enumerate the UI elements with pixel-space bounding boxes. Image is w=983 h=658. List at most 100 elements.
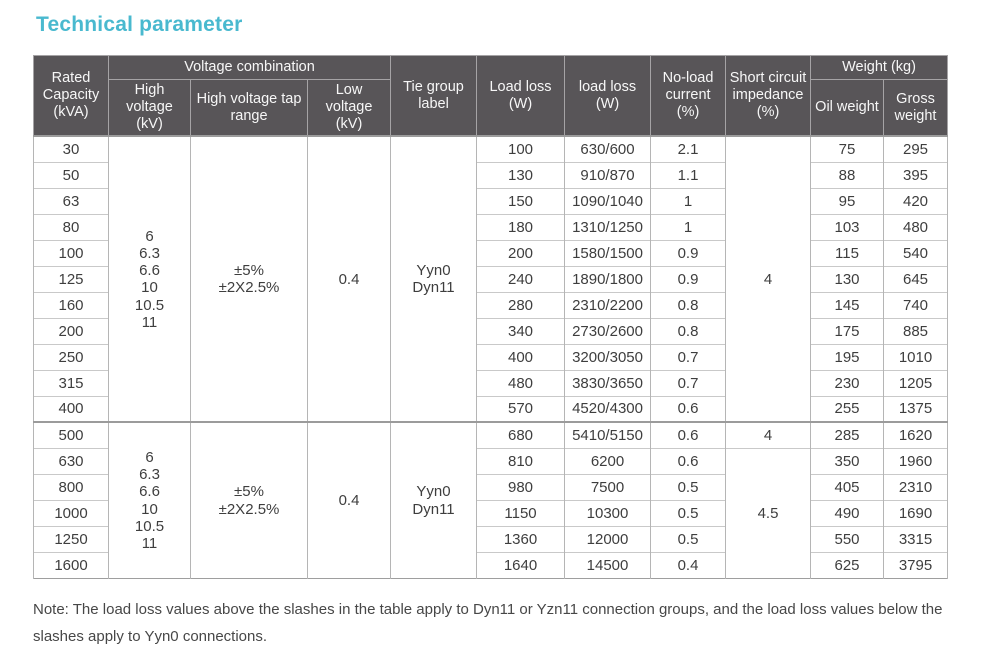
cell-load-loss2: 1890/1800 <box>564 265 652 293</box>
cell-rated-capacity: 80 <box>33 213 109 241</box>
table-row: 160 280 2310/2200 0.8 145 740 <box>33 291 949 319</box>
cell-gross-weight: 885 <box>883 317 949 345</box>
cell-oil-weight: 490 <box>810 499 885 527</box>
cell-no-load-current: 0.6 <box>650 447 727 475</box>
cell-load-loss: 570 <box>476 395 566 423</box>
cell-no-load-current: 0.6 <box>650 395 727 423</box>
cell-rated-capacity: 1250 <box>33 525 109 553</box>
cell-oil-weight: 95 <box>810 187 885 215</box>
cell-short-circuit-impedance: 4.5 <box>725 447 812 579</box>
cell-no-load-current: 1 <box>650 213 727 241</box>
cell-gross-weight: 1205 <box>883 369 949 397</box>
cell-gross-weight: 2310 <box>883 473 949 501</box>
cell-hv-tap-range: ±5% ±2X2.5% <box>190 421 308 579</box>
table-row: 1600 1640 14500 0.4 625 3795 <box>33 551 949 579</box>
cell-load-loss: 150 <box>476 187 566 215</box>
header-gross-weight: Gross weight <box>883 79 949 137</box>
cell-rated-capacity: 250 <box>33 343 109 371</box>
cell-load-loss: 180 <box>476 213 566 241</box>
cell-load-loss2: 2310/2200 <box>564 291 652 319</box>
header-tie-group: Tie group label <box>390 55 478 137</box>
cell-rated-capacity: 500 <box>33 421 109 449</box>
cell-gross-weight: 1375 <box>883 395 949 423</box>
table-row: 125 240 1890/1800 0.9 130 645 <box>33 265 949 293</box>
cell-load-loss: 980 <box>476 473 566 501</box>
cell-load-loss: 240 <box>476 265 566 293</box>
cell-load-loss2: 3830/3650 <box>564 369 652 397</box>
cell-rated-capacity: 50 <box>33 161 109 189</box>
cell-gross-weight: 395 <box>883 161 949 189</box>
cell-gross-weight: 1010 <box>883 343 949 371</box>
cell-load-loss2: 7500 <box>564 473 652 501</box>
technical-parameter-table: Rated Capacity (kVA) Voltage combination… <box>33 55 949 579</box>
cell-no-load-current: 0.5 <box>650 499 727 527</box>
cell-tie-group: Yyn0 Dyn11 <box>390 135 478 423</box>
table-body: 30 6 6.3 6.6 10 10.5 11 ±5% ±2X2.5% 0.4 Yyn0… <box>33 135 949 579</box>
cell-load-loss2: 10300 <box>564 499 652 527</box>
cell-oil-weight: 285 <box>810 421 885 449</box>
cell-load-loss2: 1310/1250 <box>564 213 652 241</box>
cell-oil-weight: 88 <box>810 161 885 189</box>
header-hv-tap-range: High voltage tap range <box>190 79 308 137</box>
cell-load-loss2: 1090/1040 <box>564 187 652 215</box>
cell-rated-capacity: 800 <box>33 473 109 501</box>
cell-gross-weight: 540 <box>883 239 949 267</box>
cell-load-loss2: 910/870 <box>564 161 652 189</box>
cell-no-load-current: 0.7 <box>650 369 727 397</box>
table-row: 400 570 4520/4300 0.6 255 1375 <box>33 395 949 423</box>
cell-oil-weight: 350 <box>810 447 885 475</box>
cell-no-load-current: 0.7 <box>650 343 727 371</box>
cell-oil-weight: 255 <box>810 395 885 423</box>
cell-gross-weight: 1960 <box>883 447 949 475</box>
cell-oil-weight: 195 <box>810 343 885 371</box>
cell-no-load-current: 0.9 <box>650 239 727 267</box>
cell-gross-weight: 1690 <box>883 499 949 527</box>
cell-load-loss2: 1580/1500 <box>564 239 652 267</box>
header-short-circuit-impedance: Short circuit impedance (%) <box>725 55 812 137</box>
cell-oil-weight: 230 <box>810 369 885 397</box>
header-weight: Weight (kg) <box>810 55 949 80</box>
cell-load-loss2: 5410/5150 <box>564 421 652 449</box>
cell-load-loss: 1360 <box>476 525 566 553</box>
cell-short-circuit-impedance: 4 <box>725 135 812 423</box>
cell-no-load-current: 0.5 <box>650 525 727 553</box>
cell-oil-weight: 103 <box>810 213 885 241</box>
cell-rated-capacity: 630 <box>33 447 109 475</box>
cell-rated-capacity: 30 <box>33 135 109 163</box>
table-row: 250 400 3200/3050 0.7 195 1010 <box>33 343 949 371</box>
cell-load-loss2: 12000 <box>564 525 652 553</box>
table-row: 1000 1150 10300 0.5 490 1690 <box>33 499 949 527</box>
cell-rated-capacity: 100 <box>33 239 109 267</box>
page-title: Technical parameter <box>36 13 243 36</box>
table-row: 30 6 6.3 6.6 10 10.5 11 ±5% ±2X2.5% 0.4 Yyn0… <box>33 135 949 423</box>
cell-gross-weight: 480 <box>883 213 949 241</box>
cell-load-loss2: 6200 <box>564 447 652 475</box>
cell-gross-weight: 420 <box>883 187 949 215</box>
header-low-voltage: Low voltage (kV) <box>306 79 392 137</box>
cell-load-loss: 1640 <box>476 551 566 579</box>
cell-high-voltage: 6 6.3 6.6 10 10.5 11 <box>108 135 191 423</box>
table-row: 500 6 6.3 6.6 10 10.5 11 ±5% ±2X2.5% 0.4 Yyn… <box>33 421 949 579</box>
cell-load-loss2: 14500 <box>564 551 652 579</box>
cell-rated-capacity: 400 <box>33 395 109 423</box>
cell-no-load-current: 0.5 <box>650 473 727 501</box>
cell-oil-weight: 175 <box>810 317 885 345</box>
cell-load-loss2: 4520/4300 <box>564 395 652 423</box>
cell-rated-capacity: 63 <box>33 187 109 215</box>
cell-no-load-current: 1 <box>650 187 727 215</box>
header-load-loss2: load loss (W) <box>564 55 652 137</box>
cell-gross-weight: 645 <box>883 265 949 293</box>
cell-tie-group: Yyn0 Dyn11 <box>390 421 478 579</box>
cell-low-voltage: 0.4 <box>306 421 392 579</box>
header-high-voltage: High voltage (kV) <box>108 79 191 137</box>
cell-rated-capacity: 200 <box>33 317 109 345</box>
cell-no-load-current: 0.8 <box>650 317 727 345</box>
table-header: Rated Capacity (kVA) Voltage combination… <box>33 55 949 137</box>
cell-no-load-current: 0.4 <box>650 551 727 579</box>
cell-oil-weight: 405 <box>810 473 885 501</box>
table-row: 800 980 7500 0.5 405 2310 <box>33 473 949 501</box>
cell-oil-weight: 550 <box>810 525 885 553</box>
cell-rated-capacity: 1000 <box>33 499 109 527</box>
cell-gross-weight: 740 <box>883 291 949 319</box>
